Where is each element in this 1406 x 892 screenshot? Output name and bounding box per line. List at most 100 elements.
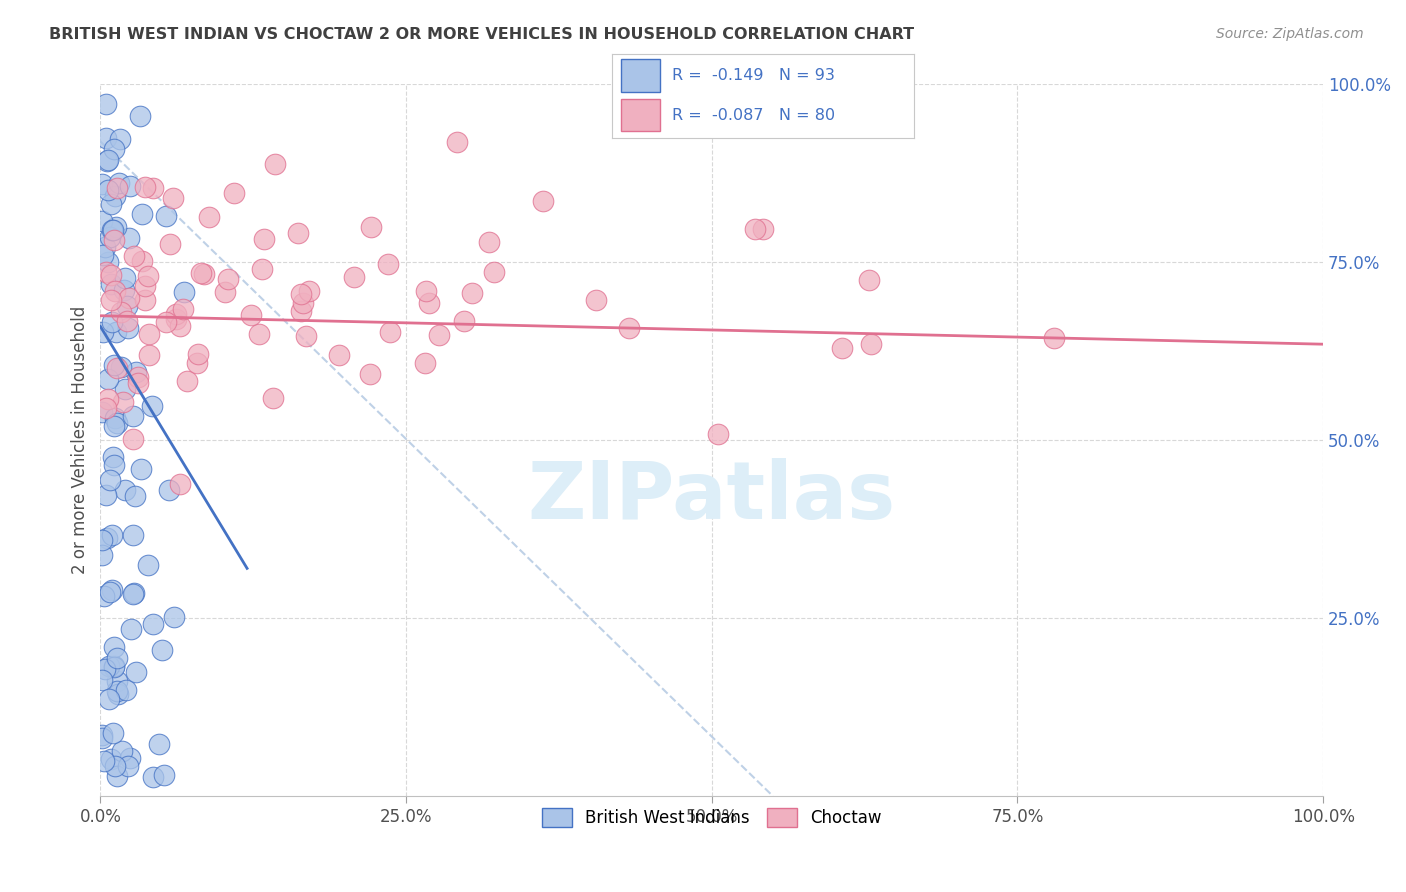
Point xyxy=(418,296,440,310)
Point xyxy=(111,395,134,409)
Point xyxy=(100,230,122,244)
Point xyxy=(105,180,128,194)
Point xyxy=(105,674,128,689)
Point xyxy=(169,477,191,491)
Point xyxy=(110,304,132,318)
Point xyxy=(103,233,125,247)
Point xyxy=(101,450,124,464)
Point xyxy=(157,483,180,497)
Point xyxy=(100,277,122,292)
Point xyxy=(141,399,163,413)
Point xyxy=(101,223,124,237)
Point xyxy=(176,374,198,388)
Point xyxy=(173,285,195,299)
Point xyxy=(101,315,124,329)
Point xyxy=(328,348,350,362)
Point xyxy=(343,269,366,284)
Point xyxy=(165,307,187,321)
Point xyxy=(287,226,309,240)
Point xyxy=(860,336,883,351)
Point xyxy=(114,483,136,497)
Point xyxy=(134,278,156,293)
Point xyxy=(96,531,118,545)
Point xyxy=(120,750,142,764)
Point xyxy=(98,585,121,599)
Point xyxy=(169,318,191,333)
Point xyxy=(122,433,145,447)
Point xyxy=(103,640,125,654)
Point xyxy=(93,590,115,604)
Point xyxy=(262,391,284,405)
Point xyxy=(290,286,312,301)
Point xyxy=(90,533,112,547)
Point xyxy=(104,758,127,772)
Point xyxy=(103,659,125,673)
Point xyxy=(150,643,173,657)
Point xyxy=(97,255,120,269)
Point xyxy=(122,586,145,600)
Point xyxy=(142,617,165,632)
Point xyxy=(107,361,129,376)
Point xyxy=(129,461,152,475)
Point xyxy=(193,268,215,282)
Point xyxy=(111,744,134,758)
Point xyxy=(115,299,138,313)
Point xyxy=(91,727,114,741)
Point xyxy=(453,314,475,328)
Point xyxy=(187,346,209,360)
Point xyxy=(97,371,120,385)
Point xyxy=(100,197,122,211)
FancyBboxPatch shape xyxy=(620,60,659,92)
Point xyxy=(214,285,236,299)
Point xyxy=(103,359,125,373)
Point xyxy=(127,369,149,384)
Point xyxy=(98,473,121,487)
Point xyxy=(461,286,484,301)
Point xyxy=(103,660,125,674)
Point xyxy=(101,582,124,597)
Point xyxy=(100,293,122,308)
Point xyxy=(122,409,145,424)
Point xyxy=(104,411,127,425)
Point xyxy=(295,328,318,343)
Point xyxy=(134,293,156,308)
Point xyxy=(120,178,142,193)
Point xyxy=(247,326,270,341)
Point xyxy=(138,269,160,284)
Point xyxy=(186,356,208,370)
Point xyxy=(1043,331,1066,345)
Point xyxy=(253,232,276,246)
Point xyxy=(153,767,176,781)
Point xyxy=(858,272,880,286)
Point xyxy=(129,109,152,123)
Point xyxy=(415,284,437,298)
Point xyxy=(125,665,148,680)
Point xyxy=(131,254,153,268)
Point xyxy=(413,356,436,370)
Point xyxy=(104,325,127,339)
Point xyxy=(104,284,127,298)
Y-axis label: 2 or more Vehicles in Household: 2 or more Vehicles in Household xyxy=(72,306,89,574)
Point xyxy=(377,257,399,271)
Point xyxy=(91,673,114,687)
Point xyxy=(108,176,131,190)
Point xyxy=(90,405,112,419)
Point xyxy=(93,662,115,676)
Point xyxy=(97,183,120,197)
Point xyxy=(114,271,136,285)
Point xyxy=(94,488,117,502)
Point xyxy=(585,293,607,307)
Point xyxy=(97,153,120,167)
Point xyxy=(96,401,118,416)
Point xyxy=(159,237,181,252)
Point xyxy=(114,382,136,396)
Point xyxy=(217,272,239,286)
Text: R =  -0.149   N = 93: R = -0.149 N = 93 xyxy=(672,68,835,83)
Point xyxy=(93,754,115,768)
Text: Source: ZipAtlas.com: Source: ZipAtlas.com xyxy=(1216,27,1364,41)
Point xyxy=(482,265,505,279)
Point xyxy=(197,210,219,224)
Text: ZIPatlas: ZIPatlas xyxy=(527,458,896,536)
Point xyxy=(101,223,124,237)
Point xyxy=(98,692,121,706)
